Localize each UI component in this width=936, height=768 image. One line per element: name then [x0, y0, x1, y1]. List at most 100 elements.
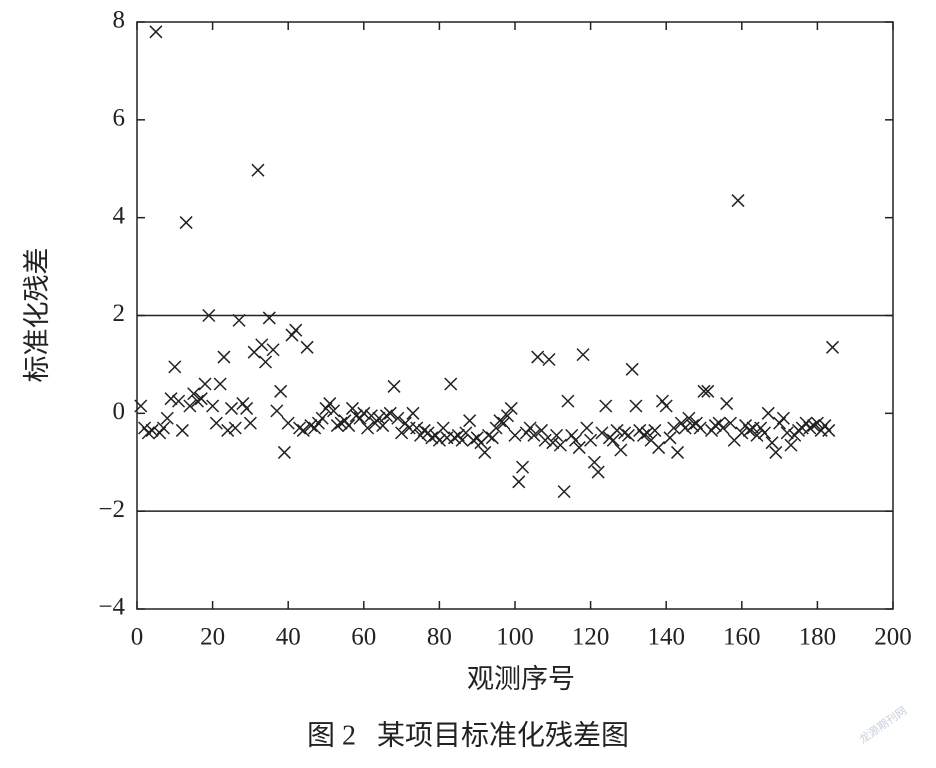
- point: [266, 343, 280, 357]
- point: [629, 399, 643, 413]
- point: [164, 392, 178, 406]
- point: [187, 387, 201, 401]
- point: [410, 421, 424, 435]
- point: [701, 384, 715, 398]
- point: [251, 163, 265, 177]
- point: [213, 377, 227, 391]
- point: [327, 404, 341, 418]
- point: [723, 416, 737, 430]
- point: [693, 421, 707, 435]
- point: [512, 475, 526, 489]
- x-tick-label: 140: [647, 624, 685, 651]
- y-tick-label: 0: [113, 398, 126, 425]
- point: [742, 423, 756, 437]
- point: [296, 423, 310, 437]
- point: [807, 419, 821, 433]
- point: [466, 433, 480, 447]
- point: [686, 419, 700, 433]
- point: [621, 428, 635, 442]
- point: [149, 25, 163, 39]
- point: [444, 377, 458, 391]
- y-tick-label: 6: [113, 105, 126, 132]
- y-tick-label: 4: [113, 202, 126, 229]
- point: [258, 355, 273, 369]
- point: [387, 379, 401, 393]
- point: [606, 433, 620, 447]
- point: [489, 421, 503, 435]
- point: [183, 399, 197, 413]
- point: [217, 350, 231, 364]
- point: [160, 411, 174, 425]
- x-tick-label: 200: [874, 624, 912, 651]
- point: [735, 426, 749, 440]
- point: [803, 421, 817, 435]
- x-tick-label: 60: [351, 624, 376, 651]
- y-tick-label: 8: [113, 7, 126, 34]
- y-tick-label: −4: [98, 594, 125, 621]
- point: [538, 433, 552, 447]
- point: [334, 416, 348, 430]
- point: [357, 406, 371, 420]
- point: [406, 406, 420, 420]
- point: [534, 423, 548, 437]
- point: [652, 441, 666, 455]
- x-tick-label: 100: [496, 624, 534, 651]
- point: [383, 406, 397, 420]
- point: [240, 401, 254, 415]
- caption: 图 2 某项目标准化残差图: [307, 719, 629, 751]
- point: [780, 426, 794, 440]
- point: [156, 421, 170, 435]
- point: [274, 384, 288, 398]
- point: [447, 431, 462, 445]
- point: [202, 308, 216, 323]
- point: [568, 433, 583, 447]
- point: [436, 421, 450, 435]
- point: [572, 441, 586, 455]
- point: [243, 416, 257, 430]
- point: [716, 421, 730, 435]
- point: [478, 445, 492, 459]
- x-tick-label: 160: [723, 624, 761, 651]
- point: [395, 426, 409, 440]
- y-tick-label: −2: [98, 496, 125, 523]
- point: [379, 409, 394, 423]
- point: [810, 416, 824, 430]
- point: [463, 414, 477, 428]
- point: [228, 421, 242, 435]
- point: [391, 411, 405, 425]
- point: [769, 445, 783, 459]
- point: [784, 438, 798, 452]
- point: [659, 399, 673, 413]
- point: [648, 423, 662, 437]
- point: [720, 397, 734, 411]
- point: [376, 419, 390, 433]
- point: [822, 423, 836, 437]
- x-tick-label: 0: [131, 624, 144, 651]
- point: [678, 421, 692, 435]
- point: [640, 426, 654, 440]
- point: [349, 409, 363, 423]
- x-tick-label: 40: [276, 624, 301, 651]
- point: [697, 384, 711, 398]
- point: [262, 311, 276, 325]
- point: [342, 419, 356, 433]
- point: [776, 411, 790, 425]
- point: [224, 401, 239, 415]
- point: [455, 433, 469, 447]
- x-tick-label: 80: [427, 624, 452, 651]
- point: [761, 406, 775, 420]
- point: [757, 426, 772, 440]
- point: [255, 338, 269, 352]
- point: [194, 392, 208, 406]
- point: [432, 433, 446, 447]
- point: [531, 350, 545, 364]
- point: [636, 428, 651, 442]
- point: [500, 409, 514, 423]
- point: [546, 436, 560, 450]
- point: [599, 399, 613, 413]
- point: [190, 394, 205, 408]
- point: [584, 433, 598, 447]
- point: [293, 421, 307, 435]
- point: [580, 421, 594, 435]
